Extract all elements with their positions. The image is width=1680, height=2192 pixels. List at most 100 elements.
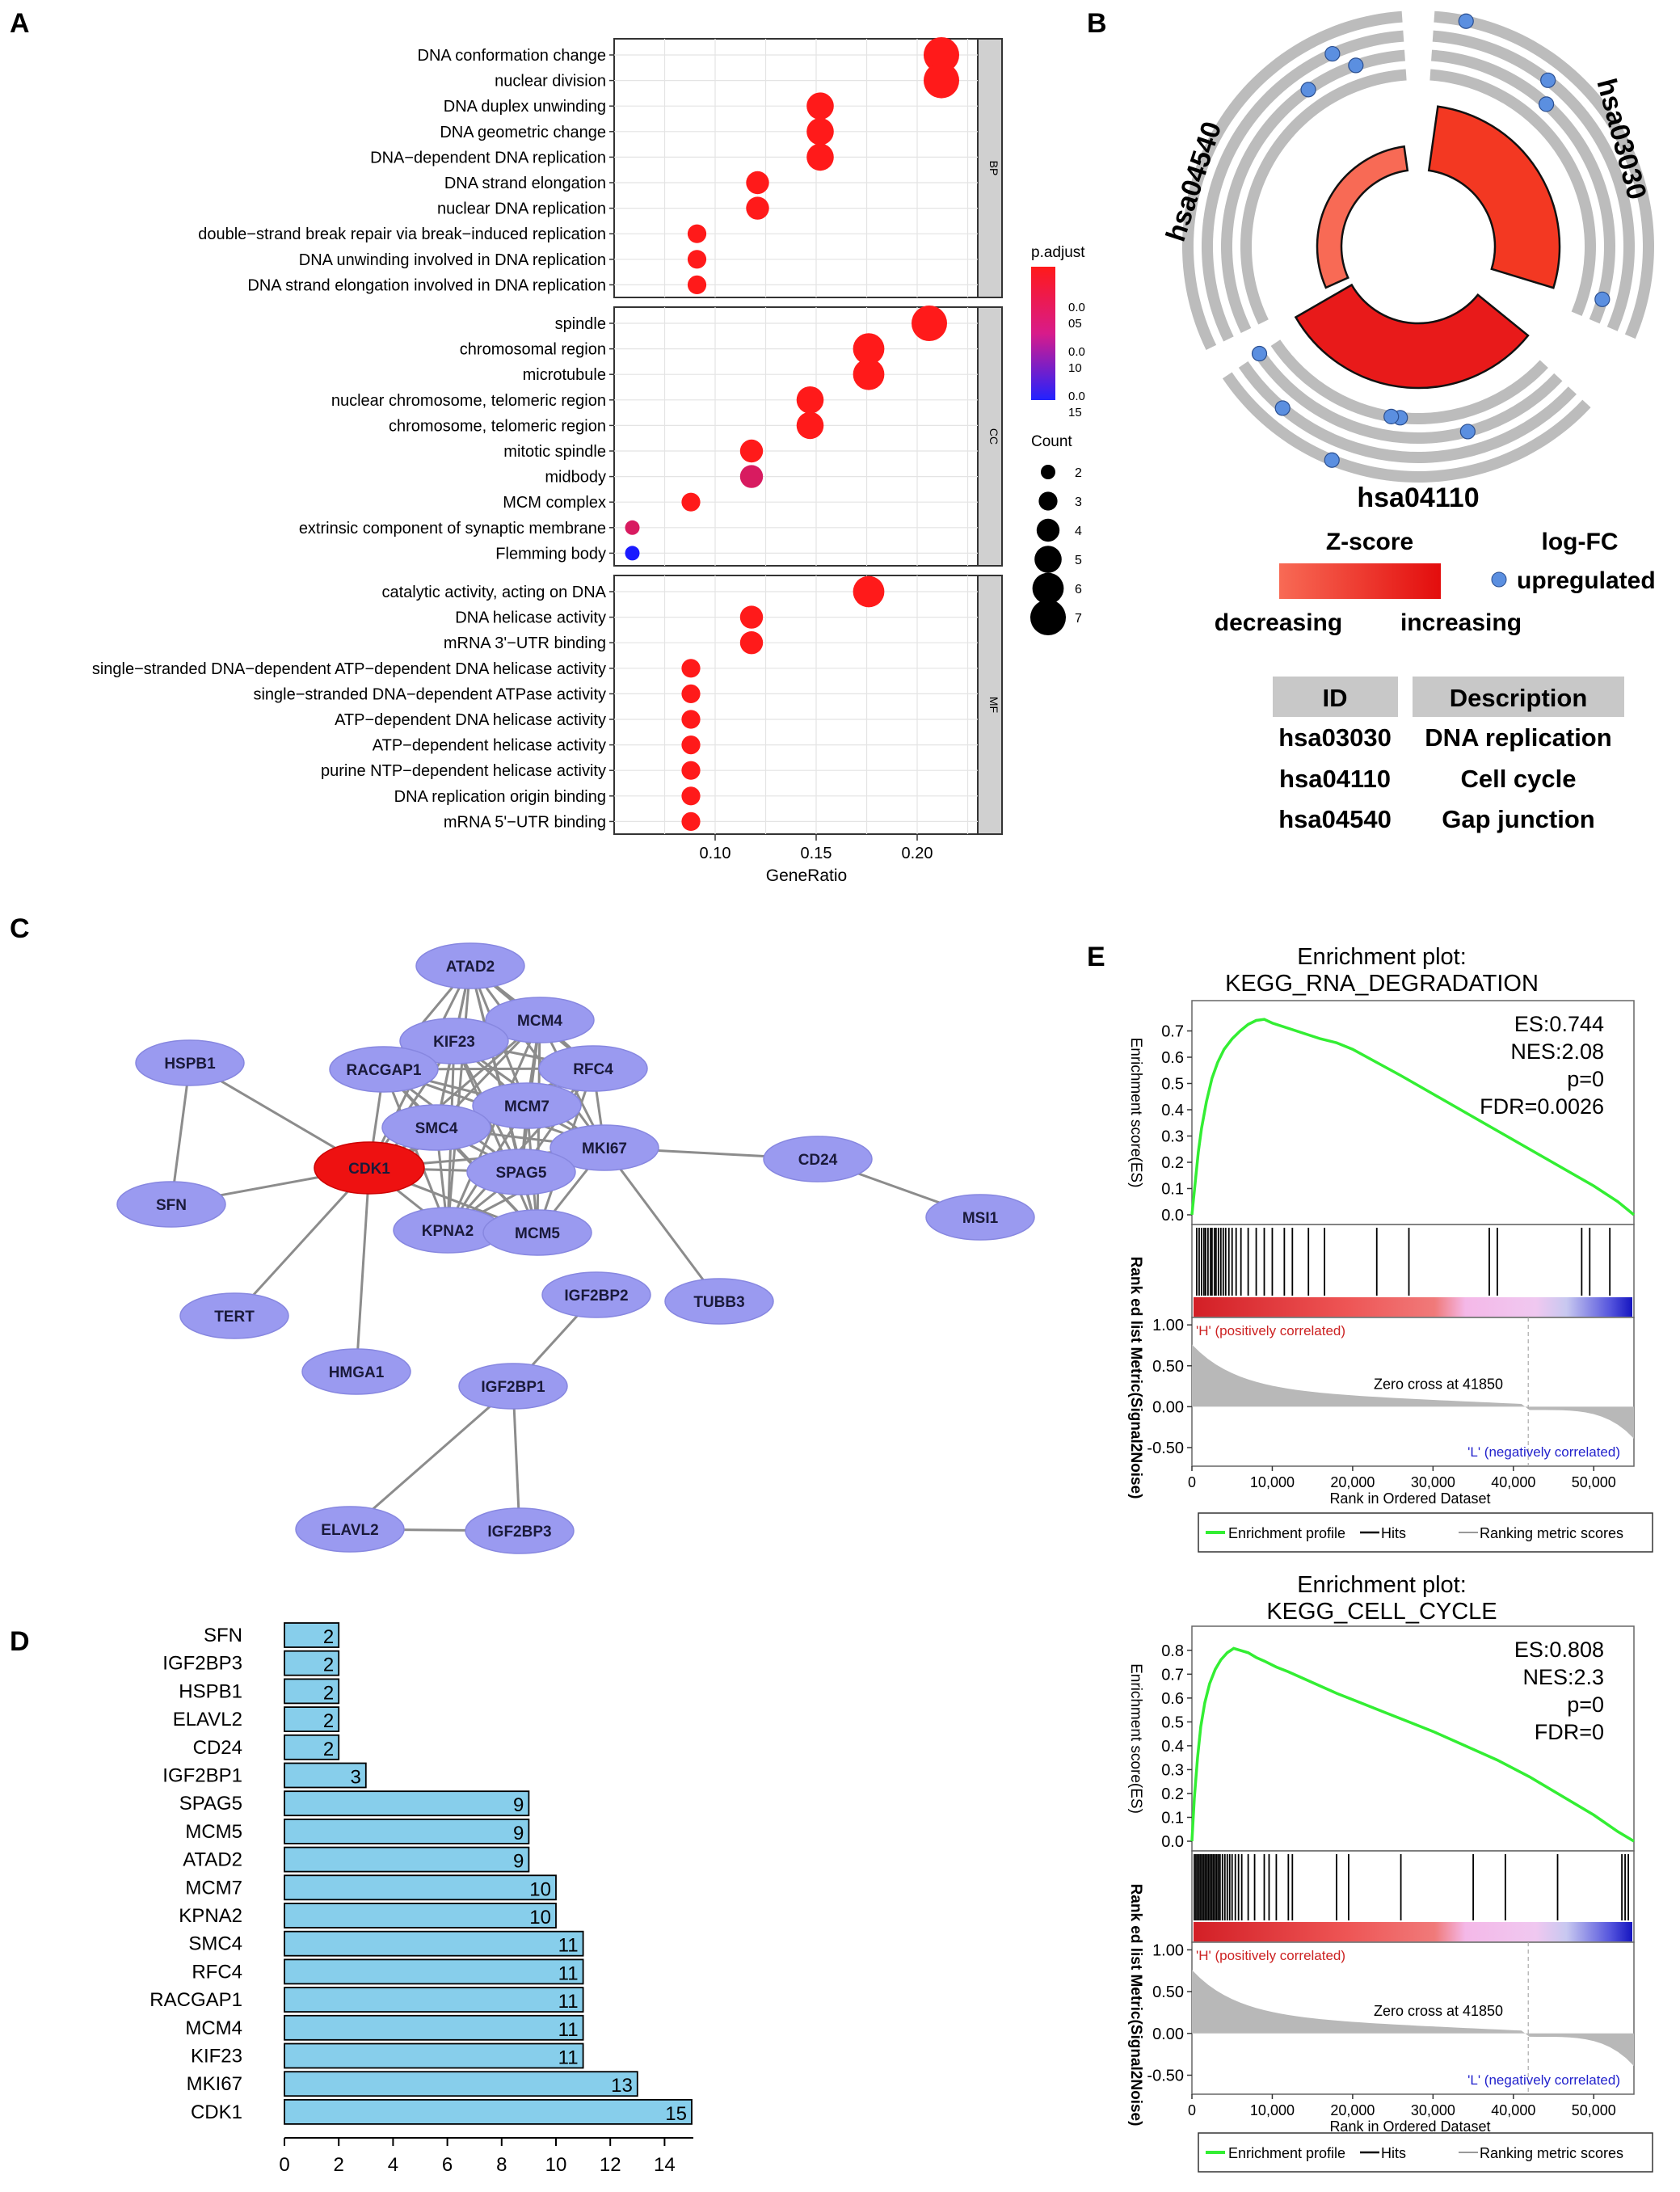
network-node-label: ATAD2 [446, 959, 495, 976]
legend-hits-label: Hits [1381, 2145, 1406, 2161]
bar-x-tick-label: 8 [496, 2154, 507, 2176]
bar [284, 1903, 557, 1929]
go-term-label: mRNA 5'−UTR binding [444, 813, 606, 831]
go-dot [746, 196, 769, 220]
go-term-label: ATP−dependent DNA helicase activity [335, 711, 606, 729]
count-legend-value: 2 [1075, 466, 1082, 480]
negative-correlation-label: 'L' (negatively correlated) [1467, 2072, 1620, 2088]
bar [284, 2042, 584, 2069]
network-node-mcm4[interactable]: MCM4 [485, 997, 595, 1043]
padj-tick: 15 [1068, 406, 1082, 419]
network-node-cdk1[interactable]: CDK1 [314, 1141, 425, 1195]
padj-tick: 10 [1068, 361, 1082, 375]
es-curve [1190, 1018, 1636, 1216]
network-node-hspb1[interactable]: HSPB1 [135, 1039, 245, 1086]
gsea-plot-cell-cycle: Enrichment plot:KEGG_CELL_CYCLE 0.8 0.7 0.6… [1127, 1572, 1653, 2173]
gsea-stat: NES:2.08 [1510, 1039, 1604, 1064]
legend-hits-label: Hits [1381, 1525, 1406, 1541]
network-node-shape [179, 1292, 289, 1339]
network-node-shape [482, 1209, 592, 1256]
count-legend-dot [1034, 546, 1062, 573]
network-node-racgap1[interactable]: RACGAP1 [329, 1046, 439, 1093]
count-legend-title: Count [1031, 433, 1072, 450]
network-node-kpna2[interactable]: KPNA2 [393, 1207, 503, 1254]
bar [284, 1650, 340, 1676]
logfc-ring-track [1222, 372, 1591, 483]
network-node-label: KPNA2 [422, 1223, 474, 1240]
network-node-msi1[interactable]: MSI1 [925, 1194, 1035, 1241]
bar-value-label: 2 [323, 1626, 334, 1648]
network-edge [603, 1147, 721, 1302]
metric-y-tick-label: -0.50 [1147, 1440, 1184, 1457]
legend-metric-label: Ranking metric scores [1480, 1525, 1623, 1541]
go-dot [625, 546, 640, 561]
bar-x-tick-label: 10 [545, 2154, 567, 2176]
bar-value-label: 15 [665, 2103, 687, 2125]
network-node-kif23[interactable]: KIF23 [399, 1018, 509, 1064]
network-node-shape [664, 1278, 774, 1325]
logfc-ring-track [1182, 11, 1403, 351]
facet-bp-strip [977, 38, 1003, 298]
network-node-mcm5[interactable]: MCM5 [482, 1209, 592, 1256]
network-node-sfn[interactable]: SFN [116, 1181, 226, 1228]
metric-ylabel: Rank ed list Metric(Signal2Noise) [1127, 1884, 1144, 2127]
bar-category-label: HSPB1 [179, 1680, 242, 1702]
gsea-title: Enrichment plot: [1297, 1572, 1467, 1598]
gsea-x-tick-label: 10,000 [1250, 2102, 1295, 2118]
network-node-igf2bp3[interactable]: IGF2BP3 [465, 1507, 575, 1554]
network-node-igf2bp2[interactable]: IGF2BP2 [541, 1271, 651, 1318]
go-term-label: nuclear division [495, 73, 606, 91]
degree-bar-chart: SFN 2 IGF2BP3 2 HSPB1 2 ELAVL2 2 CD24 2 IGF2BP1 3 SP… [149, 1622, 693, 2176]
panel-label-c: C [10, 913, 30, 944]
es-y-tick-label: 0.4 [1161, 1738, 1184, 1756]
network-node-tubb3[interactable]: TUBB3 [664, 1278, 774, 1325]
network-node-rfc4[interactable]: RFC4 [538, 1045, 648, 1092]
metric-ylabel: Rank ed list Metric(Signal2Noise) [1127, 1257, 1144, 1499]
network-node-label: MSI1 [962, 1210, 999, 1227]
bar-value-label: 10 [529, 1878, 551, 1900]
rank-color-strip [1194, 1922, 1632, 1941]
bar-value-label: 9 [513, 1794, 524, 1816]
padj-colorbar [1031, 267, 1055, 400]
zscore-sector-hsa04110 [1294, 283, 1530, 390]
count-legend-value: 4 [1075, 525, 1082, 538]
network-node-mcm7[interactable]: MCM7 [472, 1082, 582, 1129]
go-term-label: double−strand break repair via break−ind… [198, 226, 606, 243]
bar-category-label: MCM5 [185, 1821, 242, 1843]
network-node-igf2bp1[interactable]: IGF2BP1 [458, 1363, 568, 1410]
bar-value-label: 2 [323, 1682, 334, 1704]
logfc-dot [1300, 82, 1316, 98]
bar-value-label: 2 [323, 1739, 334, 1760]
go-dot [687, 250, 707, 269]
go-term-label: microtubule [523, 366, 606, 384]
es-y-tick-label: 0.1 [1161, 1181, 1184, 1199]
bar-category-label: IGF2BP3 [162, 1653, 242, 1675]
go-dot [806, 92, 834, 120]
bar-value-label: 11 [558, 1935, 579, 1957]
network-node-smc4[interactable]: SMC4 [381, 1104, 491, 1151]
network-node-cd24[interactable]: CD24 [763, 1136, 873, 1182]
network-node-elavl2[interactable]: ELAVL2 [295, 1506, 405, 1553]
panel-label-d: D [10, 1626, 30, 1657]
logfc-dot [1348, 57, 1364, 74]
bar-value-label: 9 [513, 1823, 524, 1844]
network-node-atad2[interactable]: ATAD2 [415, 942, 525, 989]
table-header-id-bg [1273, 677, 1398, 717]
metric-y-tick-label: 1.00 [1152, 1941, 1184, 1959]
network-node-tert[interactable]: TERT [179, 1292, 289, 1339]
bar-value-label: 3 [350, 1767, 360, 1789]
gsea-x-tick-label: 30,000 [1411, 2102, 1455, 2118]
network-node-hmga1[interactable]: HMGA1 [301, 1348, 411, 1395]
padj-tick: 05 [1068, 317, 1082, 331]
network-node-mki67[interactable]: MKI67 [549, 1124, 659, 1171]
x-tick-label: 0.20 [902, 845, 933, 862]
network-node-spag5[interactable]: SPAG5 [466, 1149, 576, 1195]
network-node-label: IGF2BP3 [487, 1524, 551, 1541]
table-cell-id: hsa04110 [1279, 765, 1391, 793]
zero-cross-label: Zero cross at 41850 [1374, 2003, 1503, 2019]
gsea-title: Enrichment plot: [1297, 944, 1467, 970]
network-node-shape [538, 1045, 648, 1092]
go-dot [681, 786, 701, 806]
bar [284, 1762, 367, 1789]
es-y-tick-label: 0.8 [1161, 1642, 1184, 1660]
